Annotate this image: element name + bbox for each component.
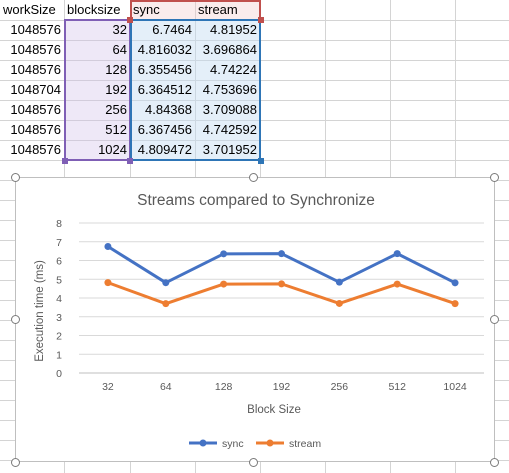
chart-resize-handle[interactable] — [11, 173, 20, 182]
data-point-stream[interactable] — [336, 300, 343, 307]
data-point-stream[interactable] — [162, 300, 169, 307]
cell-stream[interactable]: 3.709088 — [195, 100, 260, 120]
y-tick-label: 8 — [56, 218, 62, 230]
data-point-sync[interactable] — [278, 250, 285, 257]
chart-legend[interactable]: sync stream — [189, 438, 321, 450]
y-tick-label: 6 — [56, 256, 62, 268]
chart-resize-handle[interactable] — [490, 458, 499, 467]
y-tick-label: 2 — [56, 331, 62, 343]
header-worksize[interactable]: workSize — [0, 0, 64, 20]
chart-resize-handle[interactable] — [11, 315, 20, 324]
x-tick-label: 64 — [160, 381, 172, 393]
cell-sync[interactable]: 6.364512 — [130, 80, 195, 100]
cell-blocksize[interactable]: 128 — [64, 60, 130, 80]
line-chart[interactable]: Streams compared to Synchronize 0 1 2 3 4 5 6 7… — [15, 177, 495, 462]
x-tick-label: 128 — [215, 381, 233, 393]
y-tick-label: 1 — [56, 349, 62, 361]
legend-label-sync[interactable]: sync — [222, 438, 244, 450]
y-tick-label: 7 — [56, 237, 62, 249]
x-tick-label: 256 — [331, 381, 349, 393]
data-point-sync[interactable] — [104, 243, 111, 250]
cell-worksize[interactable]: 1048576 — [0, 40, 64, 60]
cell-stream[interactable]: 4.753696 — [195, 80, 260, 100]
y-tick-label: 5 — [56, 274, 62, 286]
x-tick-label: 32 — [102, 381, 114, 393]
cell-worksize[interactable]: 1048704 — [0, 80, 64, 100]
cell-worksize[interactable]: 1048576 — [0, 140, 64, 160]
y-tick-label: 0 — [56, 368, 62, 380]
data-point-sync[interactable] — [220, 250, 227, 257]
data-point-stream[interactable] — [278, 280, 285, 287]
data-point-sync[interactable] — [394, 250, 401, 257]
cell-stream[interactable]: 4.74224 — [195, 60, 260, 80]
chart-resize-handle[interactable] — [249, 173, 258, 182]
cell-blocksize[interactable]: 1024 — [64, 140, 130, 160]
cell-blocksize[interactable]: 192 — [64, 80, 130, 100]
cell-worksize[interactable]: 1048576 — [0, 120, 64, 140]
cell-stream[interactable]: 4.81952 — [195, 20, 260, 40]
cell-stream[interactable]: 3.701952 — [195, 140, 260, 160]
chart-canvas: Streams compared to Synchronize 0 1 2 3 4 5 6 7… — [16, 178, 494, 461]
x-tick-label: 512 — [388, 381, 406, 393]
header-stream[interactable]: stream — [195, 0, 260, 20]
cell-worksize[interactable]: 1048576 — [0, 60, 64, 80]
cell-sync[interactable]: 4.809472 — [130, 140, 195, 160]
data-point-stream[interactable] — [452, 300, 459, 307]
chart-resize-handle[interactable] — [11, 458, 20, 467]
cell-stream[interactable]: 3.696864 — [195, 40, 260, 60]
cell-sync[interactable]: 6.367456 — [130, 120, 195, 140]
data-point-stream[interactable] — [104, 279, 111, 286]
legend-label-stream[interactable]: stream — [289, 438, 321, 450]
data-point-sync[interactable] — [452, 279, 459, 286]
legend-marker-sync — [200, 440, 207, 447]
cell-sync[interactable]: 4.84368 — [130, 100, 195, 120]
cell-blocksize[interactable]: 512 — [64, 120, 130, 140]
cell-stream[interactable]: 4.742592 — [195, 120, 260, 140]
chart-title[interactable]: Streams compared to Synchronize — [137, 192, 375, 209]
x-tick-label: 192 — [273, 381, 291, 393]
chart-resize-handle[interactable] — [490, 315, 499, 324]
y-tick-label: 3 — [56, 312, 62, 324]
y-axis-title[interactable]: Execution time (ms) — [34, 260, 46, 362]
x-axis-title[interactable]: Block Size — [247, 404, 301, 416]
cell-blocksize[interactable]: 256 — [64, 100, 130, 120]
cell-sync[interactable]: 6.7464 — [130, 20, 195, 40]
header-sync[interactable]: sync — [130, 0, 195, 20]
x-tick-label: 1024 — [443, 381, 467, 393]
chart-resize-handle[interactable] — [490, 173, 499, 182]
data-point-stream[interactable] — [394, 281, 401, 288]
data-point-stream[interactable] — [220, 281, 227, 288]
cell-worksize[interactable]: 1048576 — [0, 100, 64, 120]
data-point-sync[interactable] — [162, 279, 169, 286]
data-point-sync[interactable] — [336, 279, 343, 286]
cell-blocksize[interactable]: 32 — [64, 20, 130, 40]
cell-sync[interactable]: 6.355456 — [130, 60, 195, 80]
chart-resize-handle[interactable] — [249, 458, 258, 467]
y-tick-label: 4 — [56, 293, 62, 305]
cell-sync[interactable]: 4.816032 — [130, 40, 195, 60]
header-blocksize[interactable]: blocksize — [64, 0, 130, 20]
cell-worksize[interactable]: 1048576 — [0, 20, 64, 40]
legend-marker-stream — [267, 440, 274, 447]
cell-blocksize[interactable]: 64 — [64, 40, 130, 60]
